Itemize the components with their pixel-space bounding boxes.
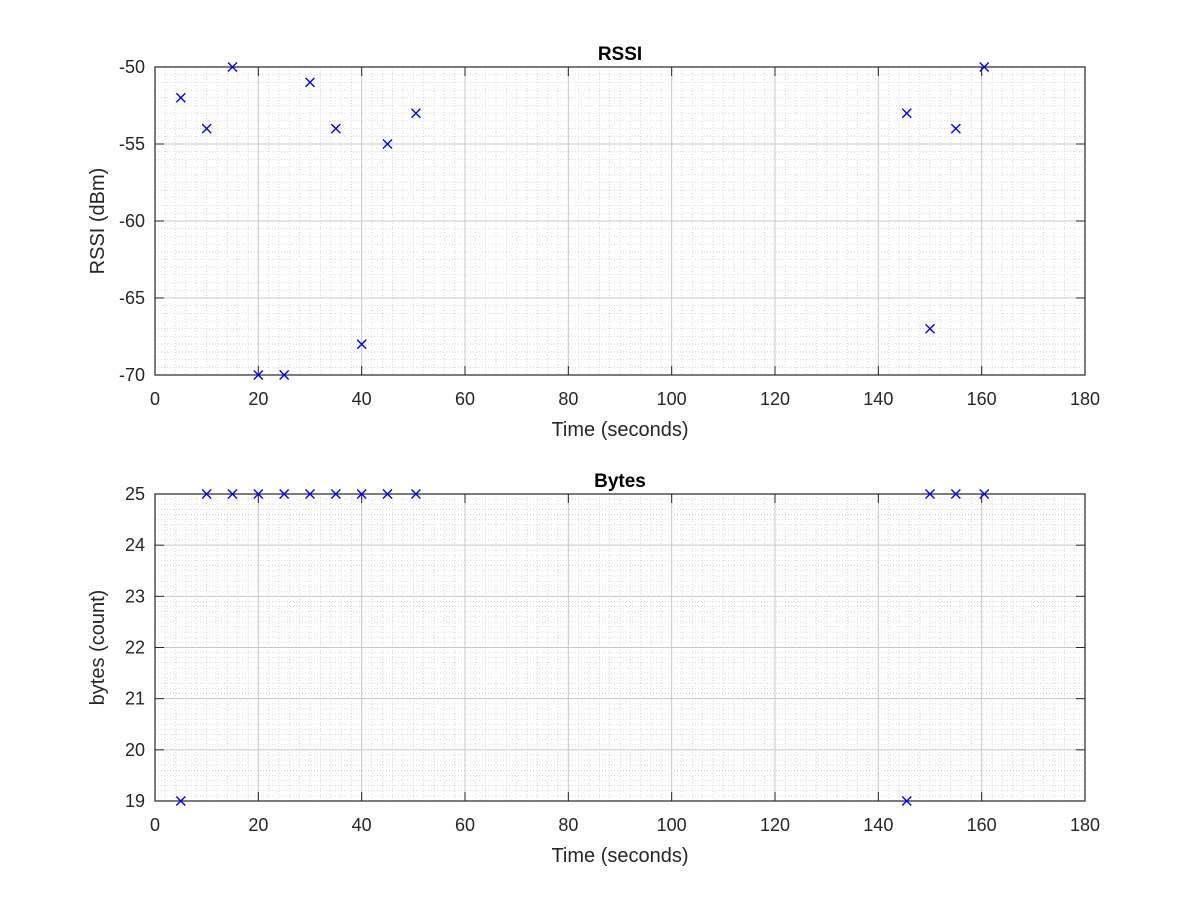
bytes-subplot: Bytes Time (seconds) bytes (count) 0 20 40… bbox=[87, 471, 1100, 867]
rssi-data-point bbox=[382, 139, 393, 149]
bytes-data-point bbox=[253, 489, 264, 499]
rssi-data-point bbox=[356, 339, 367, 350]
bytes-data-point bbox=[382, 489, 393, 499]
rssi-x-tick-label: 80 bbox=[558, 389, 578, 409]
rssi-x-tick-label: 60 bbox=[455, 389, 475, 409]
rssi-title: RSSI bbox=[598, 44, 642, 65]
rssi-y-tick-label: -65 bbox=[119, 288, 145, 308]
bytes-data-point bbox=[305, 489, 315, 499]
rssi-data-point bbox=[330, 123, 341, 134]
bytes-data-point bbox=[901, 796, 912, 806]
bytes-data-point bbox=[925, 489, 935, 499]
bytes-y-tick-label: 24 bbox=[125, 535, 145, 555]
bytes-data-point bbox=[201, 489, 212, 499]
rssi-y-axis-label: RSSI (dBm) bbox=[87, 168, 109, 275]
bytes-y-tick-label: 19 bbox=[125, 791, 145, 811]
bytes-x-tick-label: 40 bbox=[352, 815, 372, 835]
rssi-data-point bbox=[901, 108, 912, 119]
rssi-data-point bbox=[950, 123, 961, 134]
bytes-y-tick-label: 25 bbox=[125, 484, 145, 504]
bytes-x-tick-label: 140 bbox=[863, 815, 893, 835]
bytes-x-tick-label: 80 bbox=[558, 815, 578, 835]
rssi-y-tick-label: -55 bbox=[119, 134, 145, 154]
bytes-data-point bbox=[950, 489, 961, 499]
rssi-y-tick-label: -50 bbox=[119, 57, 145, 77]
rssi-data-point bbox=[279, 370, 290, 380]
rssi-y-tick-label: -60 bbox=[119, 211, 145, 231]
bytes-x-tick-label: 160 bbox=[967, 815, 997, 835]
bytes-x-axis-label: Time (seconds) bbox=[551, 845, 688, 867]
rssi-x-tick-label: 120 bbox=[760, 389, 790, 409]
bytes-y-tick-label: 21 bbox=[125, 689, 145, 709]
bytes-title: Bytes bbox=[594, 471, 646, 492]
bytes-y-axis-label: bytes (count) bbox=[87, 590, 109, 706]
rssi-data-point bbox=[175, 92, 186, 103]
bytes-data-point bbox=[356, 489, 367, 499]
rssi-x-tick-label: 160 bbox=[967, 389, 997, 409]
rssi-subplot: RSSI Time (seconds) RSSI (dBm) 0 20 40 60 80… bbox=[87, 44, 1100, 441]
bytes-x-tick-label: 100 bbox=[657, 815, 687, 835]
rssi-x-tick-label: 40 bbox=[352, 389, 372, 409]
rssi-x-tick-label: 0 bbox=[150, 389, 160, 409]
bytes-x-tick-label: 20 bbox=[248, 815, 268, 835]
rssi-x-axis-label: Time (seconds) bbox=[551, 419, 688, 441]
rssi-data-point bbox=[410, 108, 421, 119]
rssi-x-tick-label: 140 bbox=[863, 389, 893, 409]
rssi-data-point bbox=[201, 123, 212, 134]
bytes-x-tick-label: 0 bbox=[150, 815, 160, 835]
rssi-data-point bbox=[253, 370, 264, 380]
bytes-data-point bbox=[175, 796, 186, 806]
rssi-data-point bbox=[305, 77, 315, 88]
rssi-data-point bbox=[227, 62, 238, 72]
bytes-y-tick-label: 22 bbox=[125, 638, 145, 658]
bytes-data-point bbox=[410, 489, 421, 499]
bytes-data-point bbox=[330, 489, 341, 499]
rssi-data-point bbox=[925, 323, 935, 334]
bytes-y-tick-label: 23 bbox=[125, 586, 145, 606]
bytes-data-point bbox=[227, 489, 238, 499]
bytes-x-tick-label: 180 bbox=[1070, 815, 1100, 835]
rssi-x-tick-label: 180 bbox=[1070, 389, 1100, 409]
rssi-y-tick-label: -70 bbox=[119, 365, 145, 385]
bytes-y-tick-label: 20 bbox=[125, 740, 145, 760]
bytes-data-point bbox=[979, 489, 990, 499]
bytes-x-tick-label: 120 bbox=[760, 815, 790, 835]
bytes-x-tick-label: 60 bbox=[455, 815, 475, 835]
bytes-data-point bbox=[279, 489, 290, 499]
rssi-x-tick-label: 20 bbox=[248, 389, 268, 409]
rssi-data-point bbox=[979, 62, 990, 72]
rssi-x-tick-label: 100 bbox=[657, 389, 687, 409]
